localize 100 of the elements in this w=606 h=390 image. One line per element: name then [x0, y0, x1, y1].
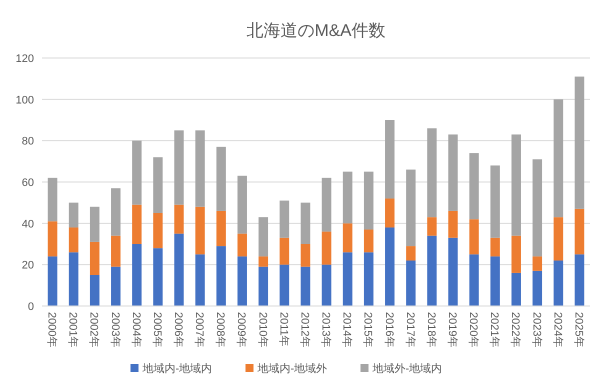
bar [574, 208, 584, 254]
x-tick-label: 2009年 [235, 312, 248, 348]
bar [111, 188, 121, 236]
bar [554, 217, 564, 261]
bar [48, 256, 58, 306]
bar [216, 146, 226, 211]
x-tick-label: 2010年 [256, 312, 268, 348]
bar [258, 266, 268, 306]
bar [237, 234, 247, 256]
y-tick-label: 60 [22, 177, 34, 189]
bar [195, 206, 205, 254]
x-tick-label: 2021年 [488, 312, 500, 348]
bar [342, 172, 352, 224]
y-tick-label: 40 [22, 218, 34, 230]
bar [574, 254, 584, 306]
x-tick-label: 2018年 [424, 312, 437, 348]
bar [469, 153, 479, 220]
bar [195, 254, 205, 306]
bar [153, 248, 163, 306]
bar [258, 217, 268, 256]
bar [90, 275, 100, 306]
x-tick-label: 2020年 [467, 312, 480, 348]
bar [490, 165, 500, 238]
bar [342, 223, 352, 252]
bar [554, 99, 564, 218]
bar [490, 256, 500, 306]
bar [406, 260, 416, 306]
bar [280, 200, 290, 238]
x-tick-label: 2003年 [108, 312, 121, 348]
bar [364, 230, 374, 252]
bar [132, 204, 142, 244]
y-tick-label: 0 [28, 301, 34, 313]
bar [90, 242, 100, 275]
bar [469, 254, 479, 306]
x-tick-label: 2008年 [214, 312, 226, 348]
bar [300, 244, 310, 267]
bar [574, 76, 584, 209]
bar [48, 221, 58, 256]
bar [322, 232, 332, 265]
bar [554, 260, 564, 306]
chart-title: 北海道のM&A件数 [246, 21, 386, 40]
x-tick-label: 2005年 [150, 312, 163, 348]
legend-label: 地域内-地域外 [256, 362, 328, 375]
bar [111, 266, 121, 306]
bar [322, 264, 332, 306]
bar [174, 204, 184, 234]
bar [427, 128, 437, 218]
x-tick-label: 2016年 [382, 312, 395, 348]
bar [427, 217, 437, 236]
x-tick-label: 2015年 [362, 312, 374, 348]
bar [322, 178, 332, 232]
bar [68, 202, 78, 228]
bar [532, 159, 542, 256]
bar [511, 272, 521, 306]
bar [68, 227, 78, 252]
x-tick-label: 2012年 [298, 312, 310, 348]
x-tick-label: 2014年 [340, 312, 353, 348]
x-tick-label: 2011年 [277, 312, 290, 347]
bar [364, 172, 374, 230]
x-tick-label: 2017年 [404, 312, 416, 348]
bar [385, 227, 395, 306]
x-tick-label: 2006年 [172, 312, 184, 348]
y-tick-label: 120 [16, 53, 34, 65]
y-tick-label: 20 [22, 260, 34, 272]
bar [532, 256, 542, 271]
bar [364, 252, 374, 306]
bar [532, 270, 542, 306]
x-tick-label: 2000年 [46, 312, 58, 348]
bar [216, 210, 226, 246]
bar [48, 178, 58, 222]
bar [132, 140, 142, 205]
bar [448, 210, 458, 238]
bar [280, 238, 290, 265]
bar [153, 157, 163, 213]
bar [153, 213, 163, 248]
bar [300, 266, 310, 306]
x-tick-label: 2025年 [572, 312, 584, 348]
bar [511, 134, 521, 236]
bar [111, 236, 121, 267]
bar [385, 120, 395, 199]
bar [132, 244, 142, 306]
x-tick-label: 2004年 [130, 312, 142, 348]
bar [195, 130, 205, 207]
x-tick-label: 2013年 [320, 312, 332, 348]
x-tick-label: 2001年 [66, 312, 79, 348]
bar [258, 256, 268, 267]
bar [511, 236, 521, 273]
bar [490, 238, 500, 256]
x-tick-label: 2002年 [88, 312, 100, 348]
x-tick-label: 2024年 [551, 312, 564, 348]
legend-label: 地域内-地域内 [142, 362, 212, 375]
legend-label: 地域外-地域内 [372, 362, 442, 375]
bar [406, 170, 416, 246]
bar [469, 219, 479, 254]
bar [406, 246, 416, 261]
bar [385, 198, 395, 228]
bar [427, 236, 437, 306]
x-tick-label: 2022年 [509, 312, 522, 348]
y-tick-label: 80 [22, 136, 34, 148]
bar [90, 206, 100, 242]
